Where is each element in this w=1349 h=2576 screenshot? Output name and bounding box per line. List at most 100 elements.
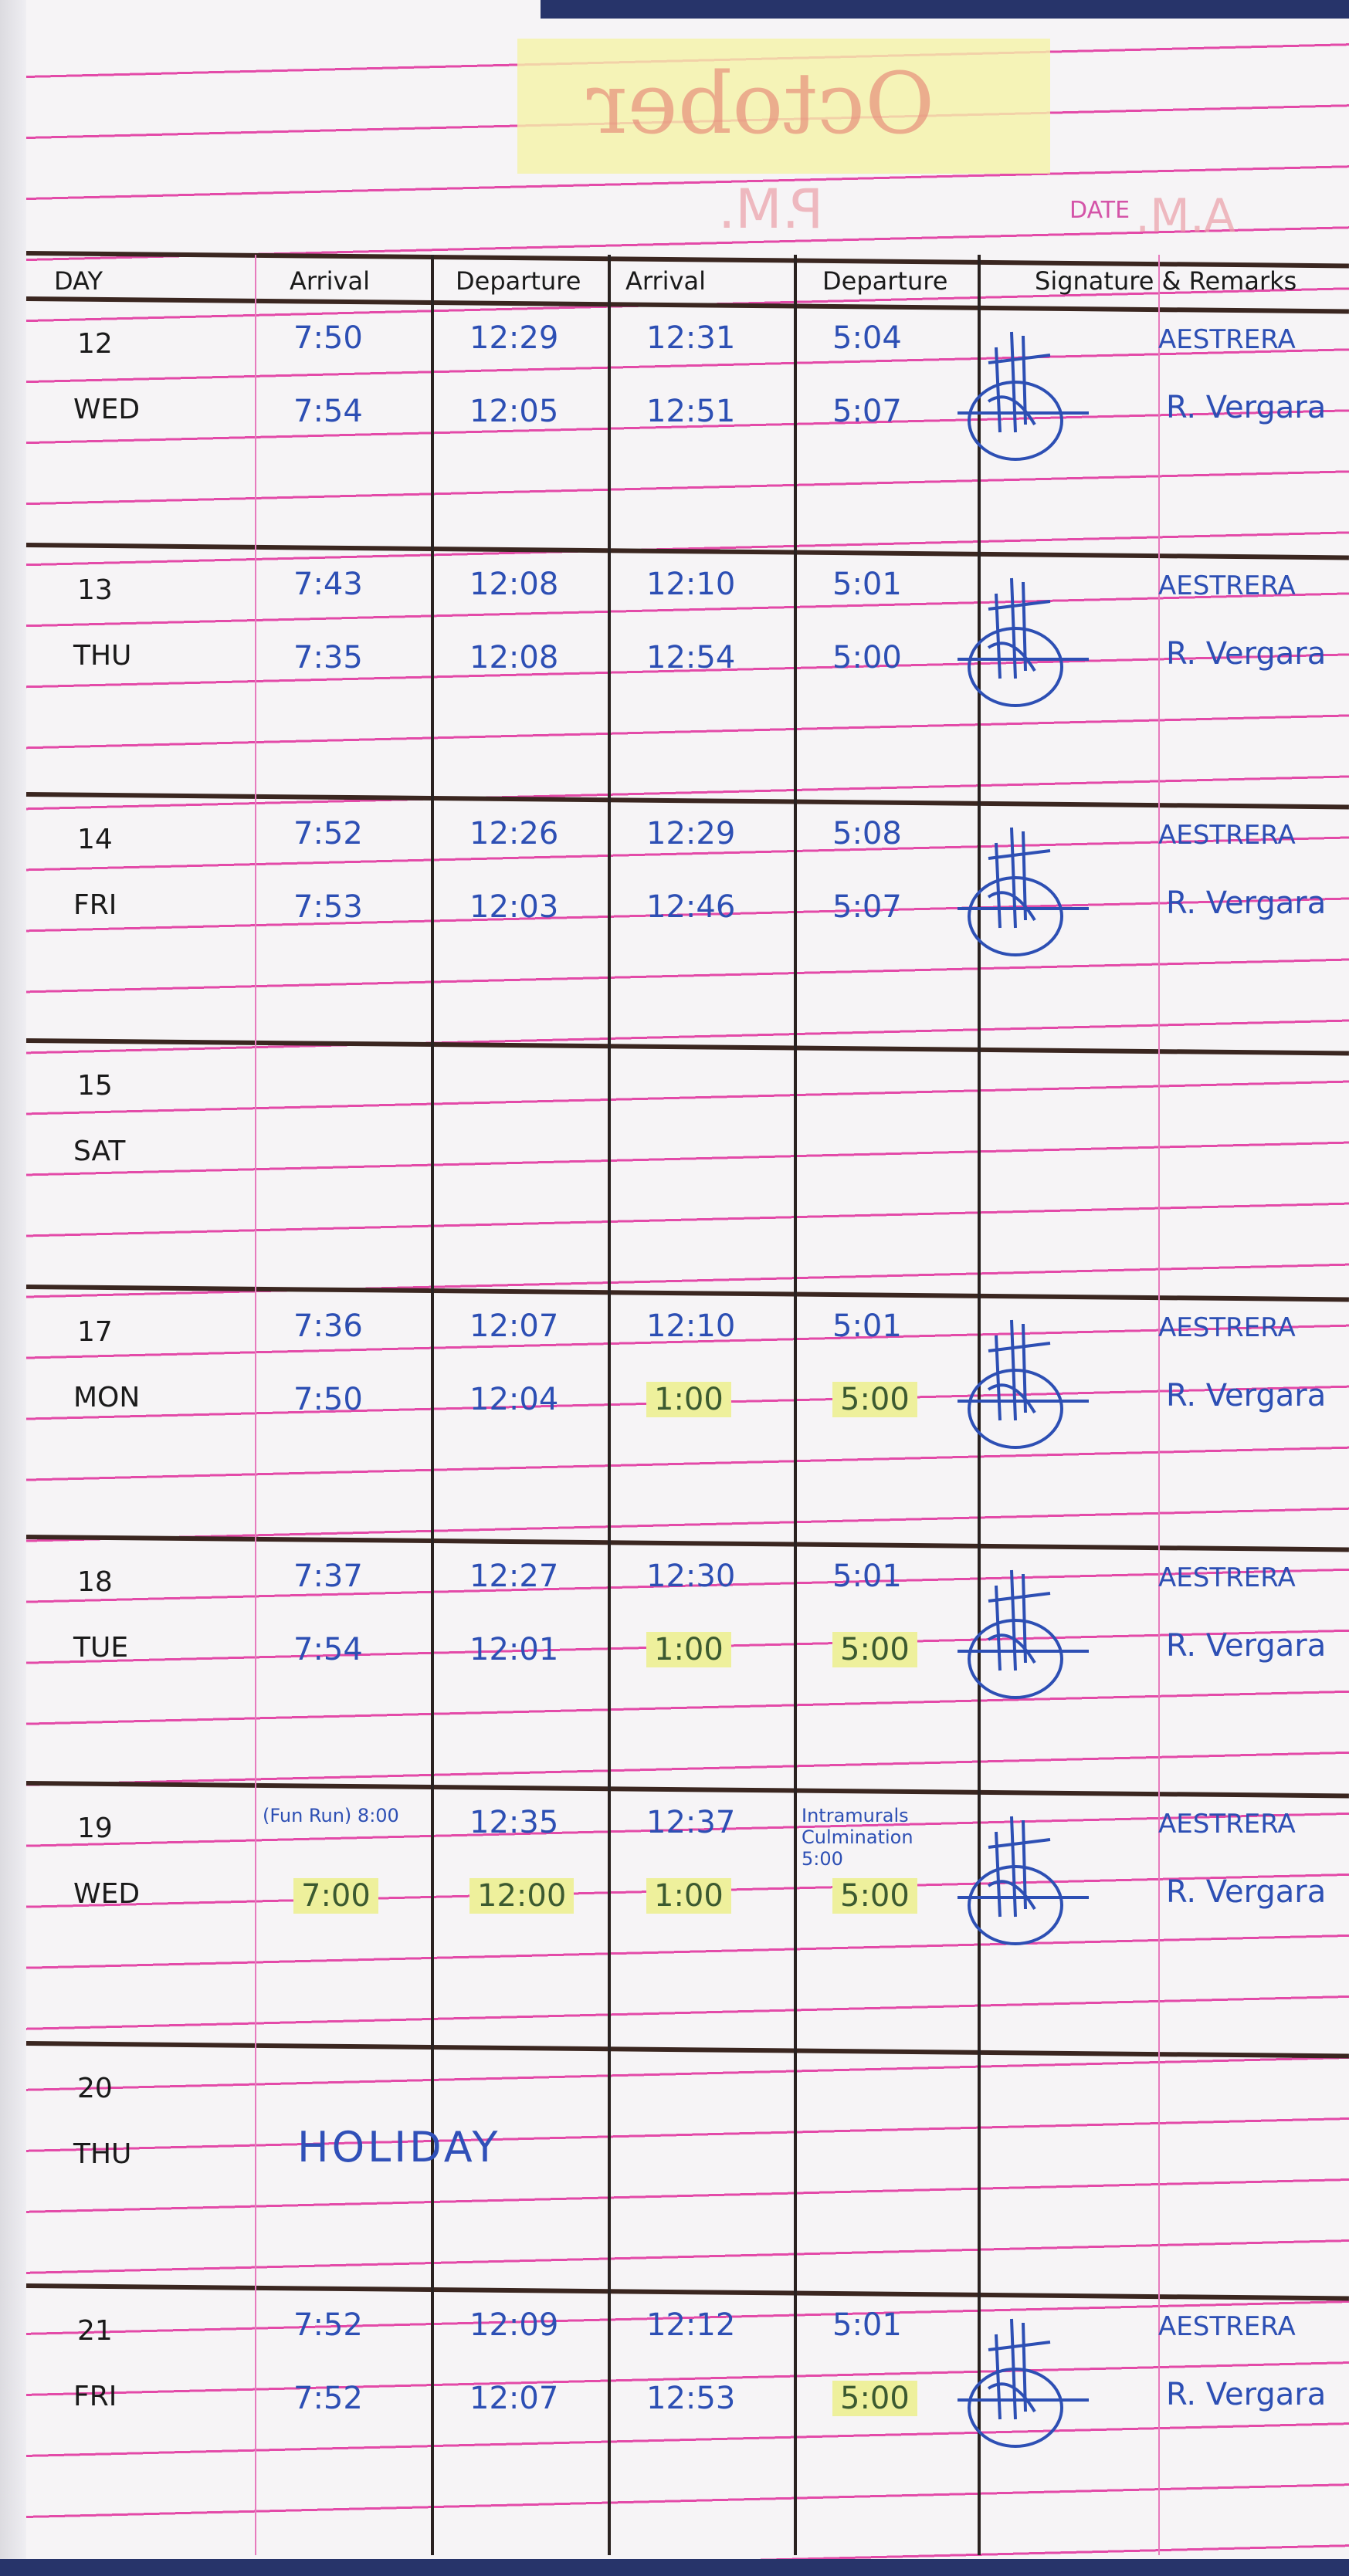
remark-name: R. Vergara	[1166, 1378, 1327, 1413]
scanner-background	[541, 0, 1349, 19]
am-departure-time: 12:27	[469, 1559, 559, 1594]
weekday: FRI	[73, 889, 117, 921]
remark-name: R. Vergara	[1166, 636, 1327, 672]
am-departure-time: 12:35	[469, 1805, 559, 1840]
pm-arrival-time: 12:30	[646, 1559, 736, 1594]
am-departure-time: 12:05	[469, 394, 559, 429]
remark-name: AESTRERA	[1158, 1562, 1296, 1593]
am-arrival-time: 7:00	[293, 1878, 378, 1914]
pm-arrival-time: 12:46	[646, 889, 736, 925]
am-arrival-time: 7:52	[293, 816, 363, 851]
am-departure-time: 12:29	[469, 320, 559, 356]
remark-name: AESTRERA	[1158, 324, 1296, 355]
am-arrival-time: 7:50	[293, 320, 363, 356]
column-header: Arrival	[290, 266, 370, 296]
am-stamp: A.M.	[1135, 189, 1235, 243]
am-departure-time: 12:00	[469, 1878, 575, 1914]
remark-name: AESTRERA	[1158, 570, 1296, 601]
weekday: MON	[73, 1382, 141, 1413]
am-departure-time: 12:09	[469, 2307, 559, 2343]
am-arrival-time: 7:54	[293, 1632, 363, 1667]
day-number: 20	[77, 2073, 113, 2104]
pm-arrival-time: 12:51	[646, 394, 736, 429]
am-arrival-time: 7:53	[293, 889, 363, 925]
day-number: 21	[77, 2315, 113, 2347]
am-arrival-time: 7:52	[293, 2307, 363, 2343]
am-departure-time: 12:01	[469, 1632, 559, 1667]
pm-departure-time: 5:01	[832, 567, 902, 602]
pm-arrival-time: 12:54	[646, 640, 736, 675]
column-header: Signature & Remarks	[1035, 266, 1297, 296]
column-divider	[794, 255, 797, 2555]
pm-departure-time: 5:00	[832, 1878, 917, 1914]
remark-name: R. Vergara	[1166, 390, 1327, 425]
pm-arrival-time: 12:53	[646, 2381, 736, 2416]
pm-arrival-time: 12:10	[646, 567, 736, 602]
pm-arrival-time: 12:12	[646, 2307, 736, 2343]
pm-departure-time: 5:01	[832, 1559, 902, 1594]
pm-departure-time: 5:00	[832, 1382, 917, 1417]
pm-arrival-time: 12:29	[646, 816, 736, 851]
day-number: 18	[77, 1566, 113, 1598]
pm-arrival-time: 12:31	[646, 320, 736, 356]
signature	[958, 1816, 1089, 1945]
am-departure-time: 12:26	[469, 816, 559, 851]
signature	[958, 2318, 1089, 2448]
day-number: 13	[77, 574, 113, 606]
day-number: 12	[77, 328, 113, 360]
remark-name: AESTRERA	[1158, 2311, 1296, 2342]
signature	[958, 1319, 1089, 1449]
date-label: DATE	[1069, 197, 1130, 224]
remark-name: R. Vergara	[1166, 885, 1327, 921]
scanner-background	[0, 2559, 1349, 2576]
remark-name: R. Vergara	[1166, 2377, 1327, 2412]
pm-arrival-time: 1:00	[646, 1878, 731, 1914]
holiday-note: HOLIDAY	[297, 2123, 501, 2171]
signature	[958, 827, 1089, 956]
weekday: FRI	[73, 2381, 117, 2412]
weekday: THU	[73, 640, 132, 672]
pm-departure-time: 5:07	[832, 394, 902, 429]
column-header: DAY	[54, 266, 103, 296]
month-title-bleedthrough: October	[587, 54, 935, 153]
column-divider	[978, 255, 981, 2555]
column-header: Departure	[822, 266, 948, 296]
signature	[958, 577, 1089, 707]
signature	[958, 331, 1089, 461]
pm-departure-time: 5:07	[832, 889, 902, 925]
am-arrival-time: 7:37	[293, 1559, 363, 1594]
am-arrival-time: 7:52	[293, 2381, 363, 2416]
pm-departure-time: Intramurals Culmination 5:00	[802, 1805, 913, 1870]
column-guide	[255, 255, 256, 2555]
weekday: SAT	[73, 1136, 126, 1167]
day-number: 19	[77, 1813, 113, 1844]
weekday: WED	[73, 1878, 141, 1910]
weekday: TUE	[73, 1632, 129, 1664]
signature	[958, 1569, 1089, 1699]
am-departure-time: 12:08	[469, 567, 559, 602]
day-number: 17	[77, 1316, 113, 1348]
pm-departure-time: 5:01	[832, 1308, 902, 1344]
column-header: Arrival	[625, 266, 706, 296]
pm-arrival-time: 1:00	[646, 1632, 731, 1667]
month-highlight	[517, 39, 1050, 174]
remark-name: R. Vergara	[1166, 1628, 1327, 1664]
am-departure-time: 12:03	[469, 889, 559, 925]
am-arrival-time: 7:35	[293, 640, 363, 675]
am-arrival-time: 7:43	[293, 567, 363, 602]
pm-departure-time: 5:01	[832, 2307, 902, 2343]
pm-arrival-time: 1:00	[646, 1382, 731, 1417]
pm-stamp: P.M.	[718, 178, 824, 241]
remark-name: R. Vergara	[1166, 1874, 1327, 1910]
remark-name: AESTRERA	[1158, 820, 1296, 851]
column-guide	[1158, 255, 1160, 2555]
day-number: 14	[77, 824, 113, 855]
am-arrival-time: 7:54	[293, 394, 363, 429]
am-departure-time: 12:07	[469, 2381, 559, 2416]
column-divider	[431, 255, 434, 2555]
day-number: 15	[77, 1070, 113, 1102]
remark-name: AESTRERA	[1158, 1809, 1296, 1840]
am-departure-time: 12:07	[469, 1308, 559, 1344]
pm-departure-time: 5:00	[832, 1632, 917, 1667]
pm-departure-time: 5:04	[832, 320, 902, 356]
